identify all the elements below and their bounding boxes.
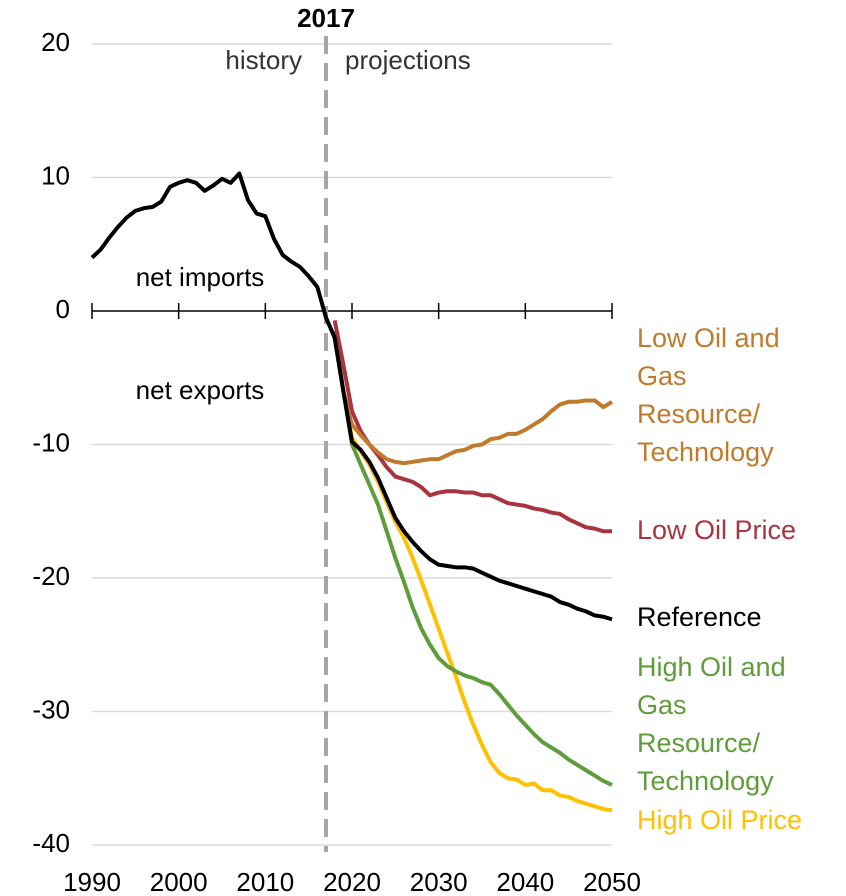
y-tick-label: -40 (32, 828, 70, 858)
series-label: Reference (637, 602, 762, 632)
y-tick-label: 20 (41, 27, 70, 57)
series-label: Low Oil and Gas Resource/ Technology (637, 323, 780, 467)
series-label: High Oil and Gas Resource/ Technology (637, 652, 786, 796)
y-tick-label: -10 (32, 427, 70, 457)
x-tick-label: 1990 (63, 867, 121, 896)
series-line (90, 171, 613, 622)
annotation: history (225, 45, 302, 75)
divider-label: 2017 (297, 3, 355, 33)
x-tick-label: 2010 (236, 867, 294, 896)
series-line (332, 337, 614, 466)
y-tick-label: 0 (56, 294, 70, 324)
annotation: net exports (136, 375, 265, 405)
x-tick-label: 2020 (323, 867, 381, 896)
x-tick-label: 2050 (583, 867, 641, 896)
y-tick-label: -30 (32, 694, 70, 724)
y-tick-label: -20 (32, 561, 70, 591)
y-tick-label: 10 (41, 160, 70, 190)
x-tick-label: 2030 (410, 867, 468, 896)
series-label: High Oil Price (637, 805, 803, 835)
series-label: Low Oil Price (637, 515, 797, 545)
x-tick-label: 2040 (496, 867, 554, 896)
x-tick-label: 2000 (150, 867, 208, 896)
series-line (332, 319, 612, 534)
annotation: net imports (136, 262, 265, 292)
annotation: projections (345, 45, 471, 75)
series-line (332, 330, 613, 787)
